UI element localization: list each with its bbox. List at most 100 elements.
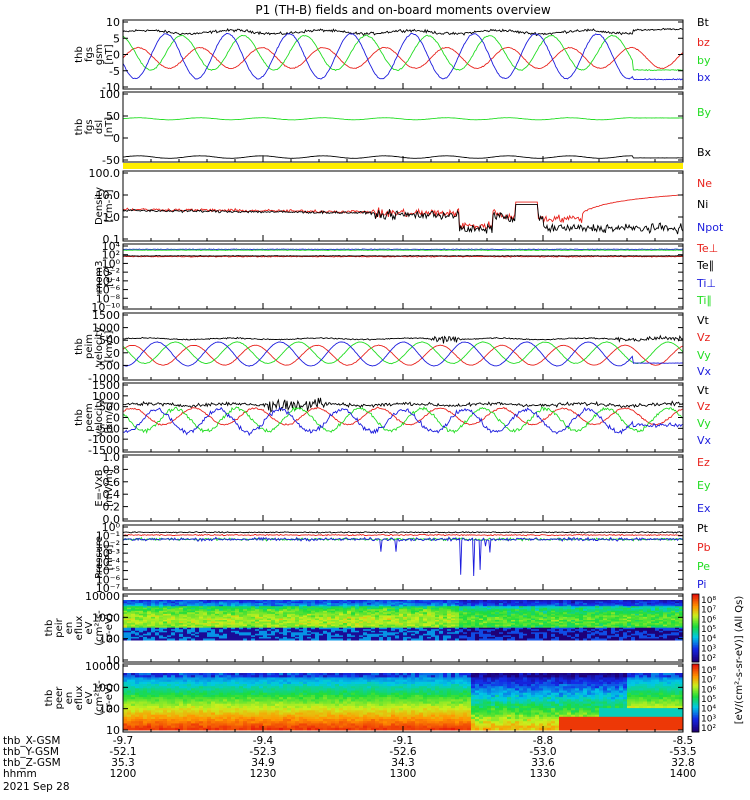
peir_spec-cell bbox=[351, 606, 356, 609]
peir_spec-cell bbox=[595, 621, 600, 624]
peir_spec-cell bbox=[315, 610, 320, 613]
peir_spec-cell bbox=[571, 624, 576, 627]
peir_spec-cell bbox=[243, 632, 248, 635]
peir_spec-cell bbox=[571, 613, 576, 616]
peir_spec-cell bbox=[163, 623, 168, 626]
peir_spec-cell bbox=[335, 600, 340, 602]
peir_spec-cell bbox=[551, 612, 556, 615]
peir_spec-cell bbox=[371, 638, 376, 641]
peir_spec-cell bbox=[379, 629, 384, 632]
peir_spec-cell bbox=[351, 629, 356, 632]
peer_spec-cell bbox=[215, 710, 220, 713]
peir_spec-cell bbox=[619, 621, 624, 624]
peir_spec-cell bbox=[375, 613, 380, 616]
peer_spec-cell bbox=[151, 714, 156, 718]
peer_spec-cell bbox=[147, 719, 152, 722]
peir_spec-cell bbox=[167, 632, 172, 635]
peer_spec-cell bbox=[147, 699, 152, 702]
peir_spec-cell bbox=[459, 638, 464, 641]
peir_spec-cell bbox=[267, 604, 272, 607]
peir_spec-cell bbox=[179, 607, 184, 610]
peir_spec-cell bbox=[511, 613, 516, 616]
peir_spec-cell bbox=[459, 620, 464, 622]
peer_spec-cell bbox=[219, 692, 224, 696]
peer_spec-cell bbox=[167, 708, 172, 711]
peir_spec-cell bbox=[387, 633, 392, 636]
peem_velocity-ylabel-line-0: thb bbox=[74, 409, 85, 426]
peir_spec-cell bbox=[547, 621, 552, 624]
peir_spec-cell bbox=[519, 626, 524, 629]
peir_spec-cell bbox=[159, 603, 164, 606]
peir_spec-cell bbox=[387, 606, 392, 609]
peir_spec-cell bbox=[331, 613, 336, 616]
peir_spec-cell bbox=[339, 626, 344, 629]
peir_spec-cell bbox=[379, 615, 384, 618]
peer_spec-cell bbox=[131, 688, 136, 691]
peer_spec-cell bbox=[163, 708, 168, 711]
peir_spec-cell bbox=[351, 621, 356, 624]
peir_spec-cell bbox=[235, 606, 240, 609]
peir_spec-cell bbox=[459, 601, 464, 604]
peer_spec-cell bbox=[123, 697, 128, 700]
peer_spec-cell bbox=[139, 719, 144, 722]
peir_spec-cell bbox=[463, 624, 468, 627]
peer_spec-cell bbox=[223, 694, 228, 698]
peer_spec-cell bbox=[195, 699, 200, 702]
peir_spec-cell bbox=[575, 636, 580, 639]
peir_spec-cell bbox=[295, 607, 300, 610]
peir_spec-cell bbox=[223, 621, 228, 624]
peir_spec-cell bbox=[335, 620, 340, 622]
peir_spec-cell bbox=[251, 630, 256, 633]
peir_spec-cell bbox=[367, 603, 372, 606]
peir_spec-cell bbox=[347, 618, 352, 621]
peir_spec-cell bbox=[487, 623, 492, 626]
peir_spec-cell bbox=[127, 627, 132, 630]
peer_spec-cell bbox=[127, 688, 132, 691]
peer_spec-cell bbox=[235, 694, 240, 698]
peer_spec-cell bbox=[247, 688, 252, 691]
peir_spec-cell bbox=[535, 604, 540, 607]
peir_spec-cell bbox=[167, 601, 172, 604]
peir_spec-cell bbox=[299, 620, 304, 622]
peir_spec-cell bbox=[475, 606, 480, 609]
peir_spec-cell bbox=[643, 621, 648, 624]
peir_spec-cell bbox=[675, 627, 680, 630]
peer_spec-cell bbox=[179, 699, 184, 702]
peer_spec-cell bbox=[187, 712, 192, 716]
peir_spec-cell bbox=[491, 613, 496, 616]
peir_spec-cell bbox=[419, 613, 424, 616]
peir_spec-cell bbox=[347, 626, 352, 629]
peir_spec-cell bbox=[351, 609, 356, 612]
peir_spec-cell bbox=[403, 600, 408, 602]
peir_spec-cell bbox=[199, 600, 204, 602]
peir_spec-cell bbox=[127, 635, 132, 638]
peir_spec-cell bbox=[139, 635, 144, 638]
peir_spec-cell bbox=[387, 638, 392, 641]
peir_spec-cell bbox=[295, 635, 300, 638]
peir_spec-cell bbox=[175, 633, 180, 636]
peir_spec-cell bbox=[487, 607, 492, 610]
peer_spec-cell bbox=[123, 716, 128, 720]
peir_spec-cell bbox=[239, 615, 244, 618]
peir_spec-cell bbox=[467, 629, 472, 632]
peir_spec-cell bbox=[195, 616, 200, 619]
peir_spec-cell bbox=[343, 632, 348, 635]
peir_spec-cell bbox=[419, 630, 424, 633]
peir_spec-cell bbox=[215, 615, 220, 618]
peir_spec-cell bbox=[199, 612, 204, 615]
peer_spec-cell bbox=[123, 688, 128, 691]
peir_spec-cell bbox=[319, 609, 324, 612]
peir_spec-cell bbox=[339, 603, 344, 606]
peir_spec-cell bbox=[507, 607, 512, 610]
peer_spec-cell bbox=[195, 716, 200, 720]
peir_spec-cell bbox=[215, 607, 220, 610]
peir_spec-cell bbox=[463, 613, 468, 616]
peir_spec-cell bbox=[503, 601, 508, 604]
peer_spec-cell bbox=[255, 694, 260, 698]
peir_spec-cell bbox=[323, 601, 328, 604]
peer_spec-cell bbox=[151, 699, 156, 702]
peir_spec-cell bbox=[599, 638, 604, 641]
peir_spec-cell bbox=[343, 629, 348, 632]
peir_spec-cell bbox=[387, 604, 392, 607]
peir_spec-cell bbox=[211, 600, 216, 602]
